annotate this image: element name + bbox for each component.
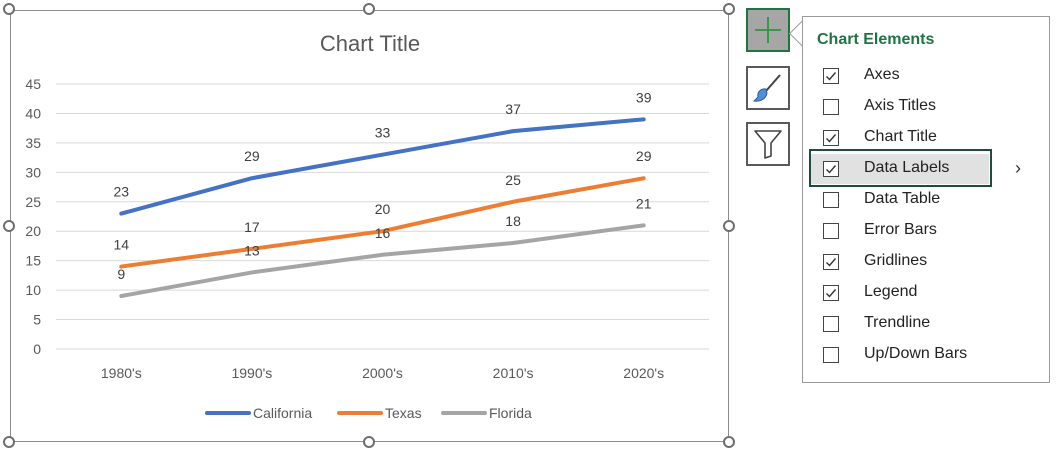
checkbox[interactable] — [823, 161, 839, 177]
data-label: 23 — [114, 184, 130, 200]
option-legend[interactable]: Legend — [811, 278, 989, 308]
y-tick-label: 40 — [25, 105, 41, 121]
y-tick-label: 15 — [25, 253, 41, 269]
option-label: Chart Title — [864, 128, 937, 145]
checkmark-icon — [826, 258, 837, 267]
resize-handle-middle-left[interactable] — [3, 220, 15, 232]
data-label: 16 — [375, 225, 391, 241]
y-tick-label: 25 — [25, 194, 41, 210]
y-tick-label: 20 — [25, 223, 41, 239]
data-label: 18 — [505, 213, 521, 229]
option-axis-titles[interactable]: Axis Titles — [811, 92, 989, 122]
checkmark-icon — [826, 134, 837, 143]
y-tick-label: 5 — [33, 312, 41, 328]
checkmark-icon — [826, 289, 837, 298]
x-tick-label: 2010's — [493, 365, 534, 381]
legend-label: Texas — [385, 405, 422, 421]
series-line-florida — [119, 223, 646, 298]
option-label: Axes — [864, 66, 900, 83]
data-label: 25 — [505, 172, 521, 188]
checkbox[interactable] — [823, 192, 839, 208]
option-chart-title[interactable]: Chart Title — [811, 123, 989, 153]
series-line-texas — [119, 176, 646, 269]
x-tick-label: 2020's — [623, 365, 664, 381]
plus-icon — [755, 17, 781, 43]
data-label: 17 — [244, 219, 260, 235]
funnel-icon — [754, 130, 782, 159]
data-label: 29 — [244, 148, 260, 164]
paintbrush-icon — [752, 74, 781, 102]
checkbox[interactable] — [823, 99, 839, 115]
option-label: Legend — [864, 283, 918, 300]
option-label: Data Labels — [864, 159, 950, 176]
checkbox[interactable] — [823, 68, 839, 84]
option-trendline[interactable]: Trendline — [811, 309, 989, 339]
data-label: 9 — [117, 266, 125, 282]
chevron-right-icon[interactable]: › — [1015, 158, 1021, 178]
chart-elements-panel: Chart Elements Axes Axis Titles Chart Titl… — [802, 16, 1050, 383]
checkbox[interactable] — [823, 285, 839, 301]
chart-styles-button[interactable] — [746, 66, 790, 110]
data-label: 20 — [375, 201, 391, 217]
x-tick-label: 1990's — [231, 365, 272, 381]
option-error-bars[interactable]: Error Bars — [811, 216, 989, 246]
data-label: 14 — [114, 237, 130, 253]
chart-area[interactable]: Chart Title 0 5 10 15 20 25 30 35 40 45 1980's 1990'… — [10, 10, 729, 442]
option-gridlines[interactable]: Gridlines — [811, 247, 989, 277]
data-label: 21 — [636, 195, 652, 211]
series-line-california — [119, 117, 646, 216]
resize-handle-middle-right[interactable] — [723, 220, 735, 232]
resize-handle-top-right[interactable] — [723, 3, 735, 15]
data-label: 37 — [505, 101, 521, 117]
option-up-down-bars[interactable]: Up/Down Bars — [811, 340, 989, 370]
chart-filters-button[interactable] — [746, 122, 790, 166]
option-data-labels[interactable]: Data Labels — [811, 154, 989, 184]
focus-outline — [809, 149, 992, 187]
option-label: Gridlines — [864, 252, 928, 269]
data-label: 33 — [375, 125, 391, 141]
checkmark-icon — [826, 72, 837, 81]
x-tick-label: 2000's — [362, 365, 403, 381]
option-axes[interactable]: Axes — [811, 61, 989, 91]
legend-label: California — [253, 405, 312, 421]
chart-title: Chart Title — [320, 31, 420, 56]
resize-handle-bottom-center[interactable] — [363, 436, 375, 448]
panel-title: Chart Elements — [817, 31, 935, 48]
y-tick-label: 10 — [25, 282, 41, 298]
checkbox[interactable] — [823, 316, 839, 332]
resize-handle-top-center[interactable] — [363, 3, 375, 15]
y-tick-label: 45 — [25, 76, 41, 92]
legend-label: Florida — [489, 405, 532, 421]
y-tick-label: 0 — [33, 341, 41, 357]
checkbox[interactable] — [823, 130, 839, 146]
option-label: Up/Down Bars — [864, 345, 968, 362]
data-label: 13 — [244, 242, 260, 258]
checkbox[interactable] — [823, 347, 839, 363]
data-label: 29 — [636, 148, 652, 164]
y-tick-label: 30 — [25, 164, 41, 180]
line-chart: Chart Title 0 5 10 15 20 25 30 35 40 45 1980's 1990'… — [25, 31, 709, 421]
x-tick-label: 1980's — [101, 365, 142, 381]
y-tick-label: 35 — [25, 135, 41, 151]
resize-handle-bottom-right[interactable] — [723, 436, 735, 448]
resize-handle-bottom-left[interactable] — [3, 436, 15, 448]
chart-elements-button[interactable] — [746, 8, 790, 52]
option-label: Data Table — [864, 190, 941, 207]
checkbox[interactable] — [823, 254, 839, 270]
data-label: 39 — [636, 89, 652, 105]
checkmark-icon — [826, 165, 837, 174]
option-data-table[interactable]: Data Table — [811, 185, 989, 215]
checkbox[interactable] — [823, 223, 839, 239]
option-label: Trendline — [864, 314, 931, 331]
option-label: Axis Titles — [864, 97, 937, 114]
resize-handle-top-left[interactable] — [3, 3, 15, 15]
option-label: Error Bars — [864, 221, 937, 238]
